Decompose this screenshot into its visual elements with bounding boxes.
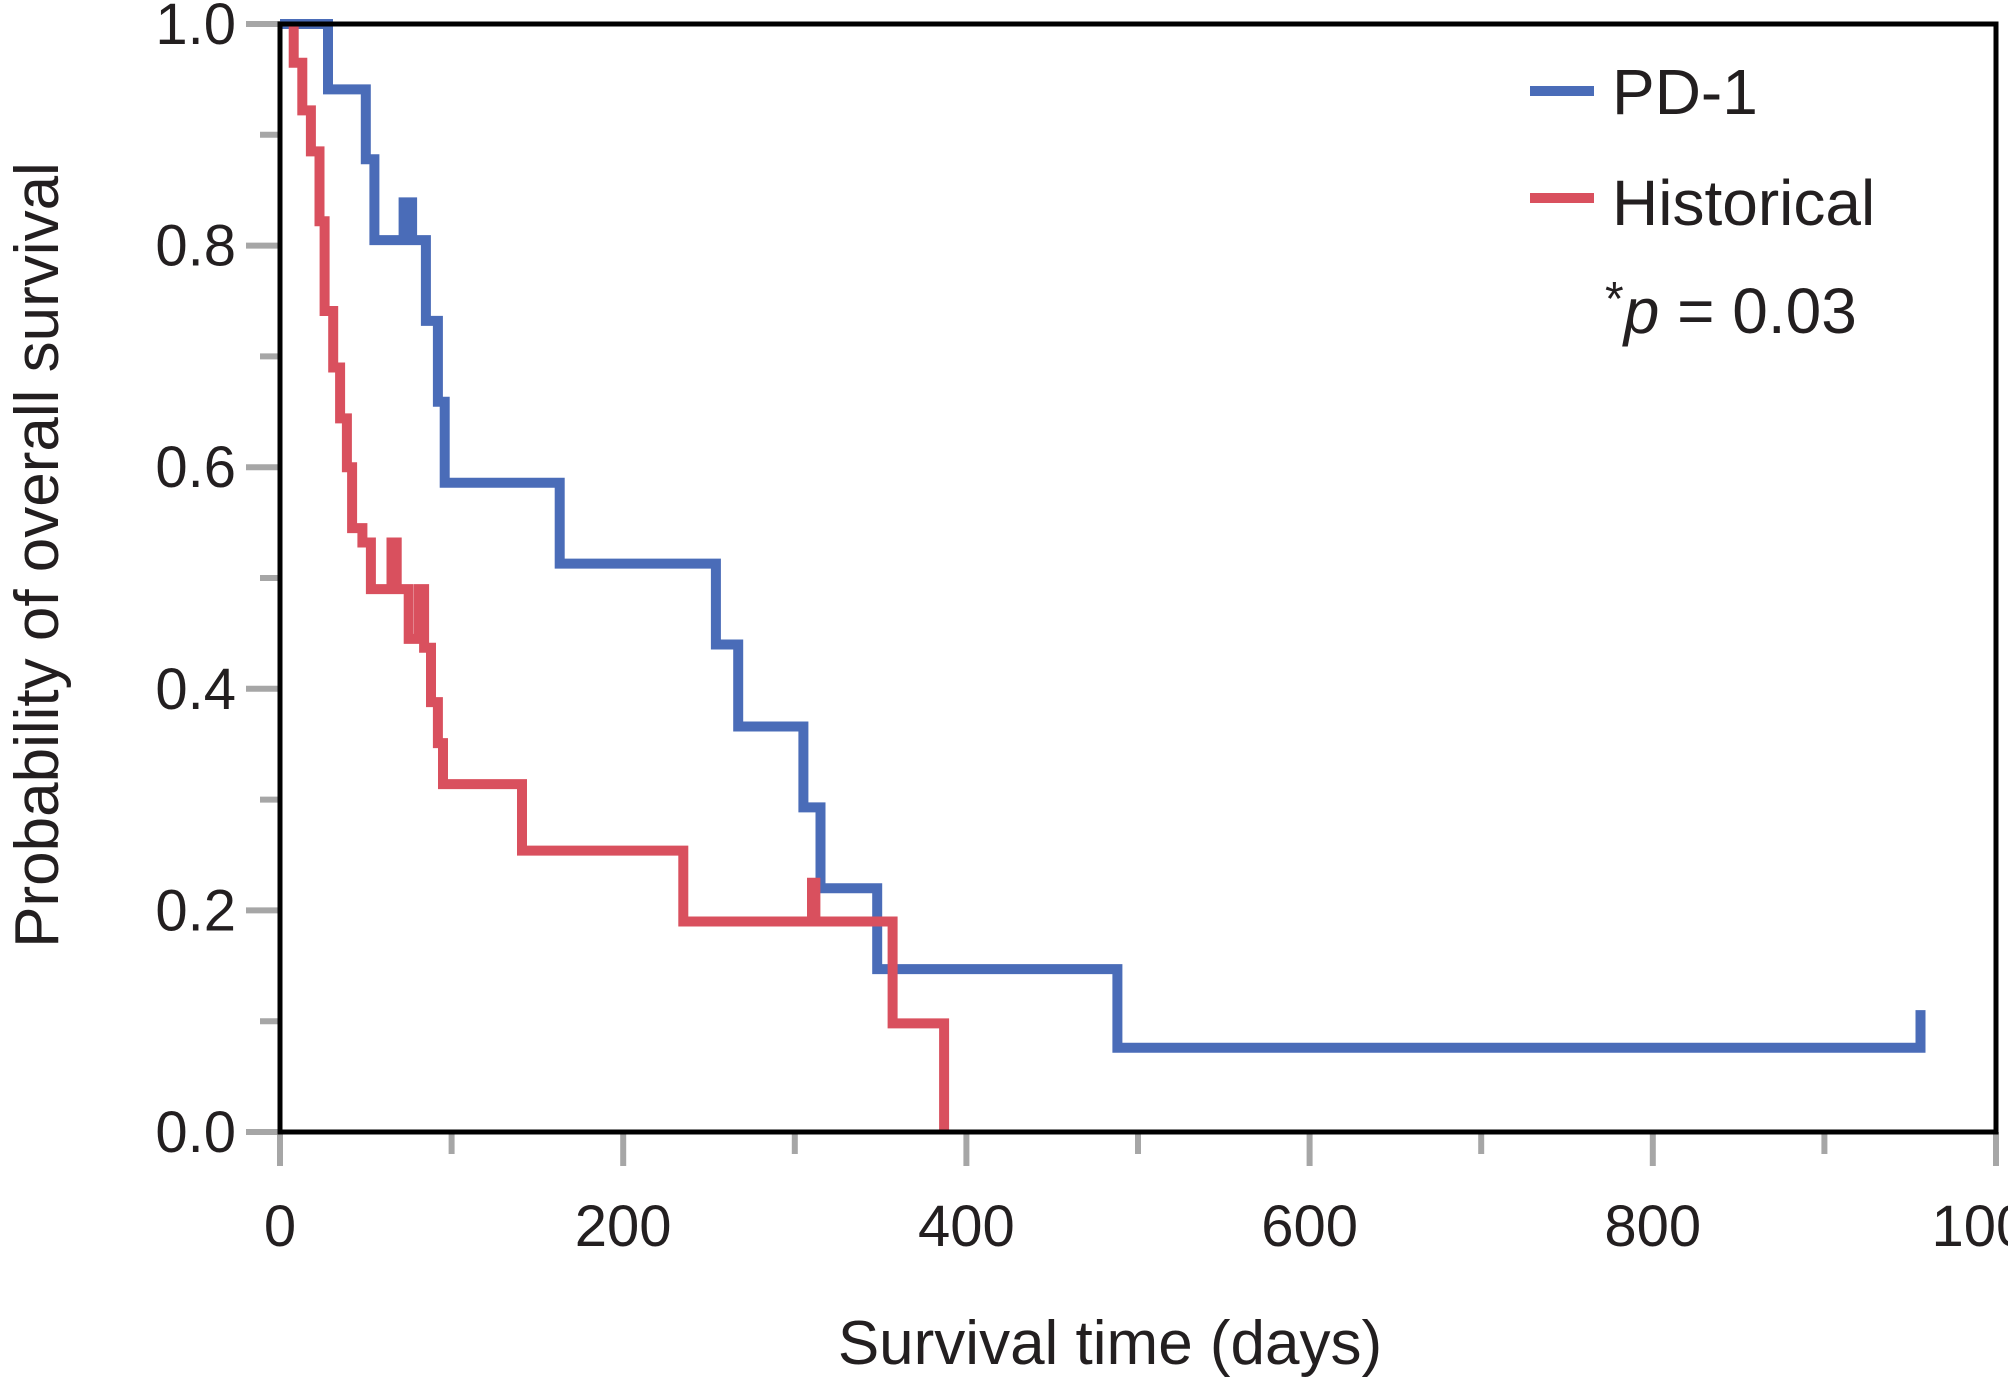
x-tick-label: 0 [264, 1194, 296, 1259]
p-value-variable: p [1622, 275, 1660, 347]
series-lines [280, 19, 1926, 1132]
x-tick-label: 600 [1261, 1194, 1358, 1259]
x-axis-title: Survival time (days) [838, 1309, 1382, 1378]
x-tick-label: 1000 [1931, 1194, 2008, 1259]
p-value-annotation: *p = 0.03 [1605, 273, 1857, 347]
y-tick-label: 1.0 [155, 0, 236, 57]
plot-frame [277, 21, 1999, 1135]
legend-label-pd1: PD-1 [1612, 56, 1758, 128]
legend-label-historical: Historical [1612, 167, 1875, 239]
y-tick-label: 0.4 [155, 657, 236, 722]
x-tick-label: 800 [1604, 1194, 1701, 1259]
series-line-pd-1 [280, 19, 1926, 1053]
x-tick-label: 200 [575, 1194, 672, 1259]
y-tick-label: 0.6 [155, 435, 236, 500]
series-line-historical [288, 24, 950, 1132]
y-axis-title: Probability of overall survival [3, 162, 72, 948]
y-tick-label: 0.2 [155, 878, 236, 943]
y-tick-label: 0.0 [155, 1100, 236, 1165]
axis-ticks [246, 21, 1999, 1166]
legend: PD-1 Historical [1530, 56, 1875, 239]
y-tick-label: 0.8 [155, 214, 236, 279]
tick-labels: 0 200 400 600 800 1000 0.0 0.2 0.4 0.6 0.8 1.0 [155, 0, 2008, 1259]
p-value-rest: = 0.03 [1659, 275, 1857, 347]
p-value-prefix: * [1605, 273, 1624, 326]
x-tick-label: 400 [918, 1194, 1015, 1259]
